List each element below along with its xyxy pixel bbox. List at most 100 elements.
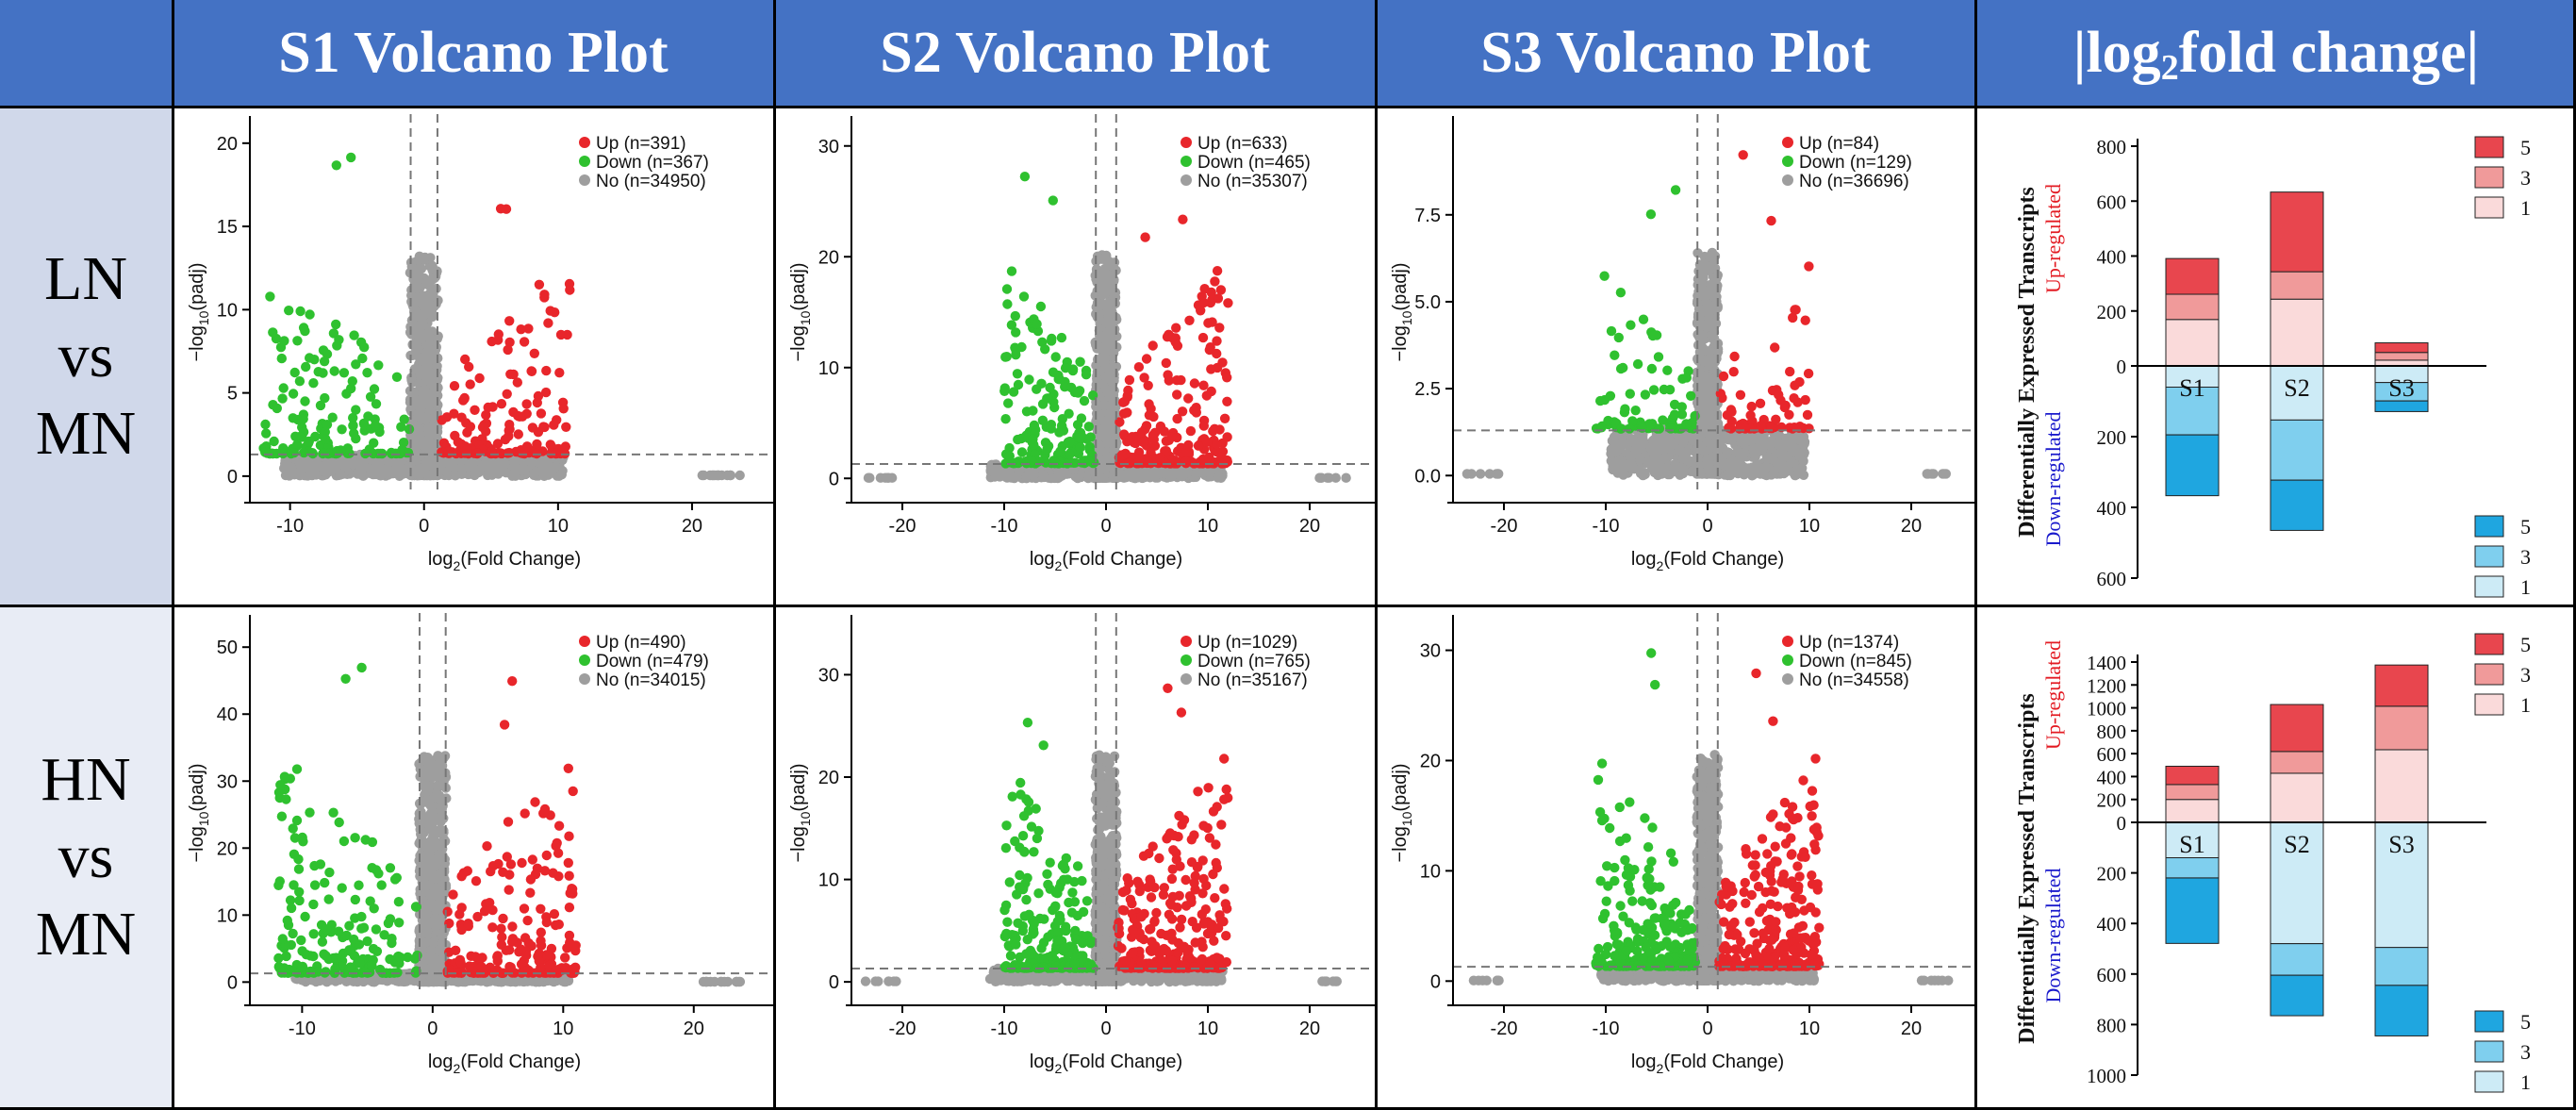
down-point [362,368,372,378]
x-tick-label: -10 [991,516,1018,537]
grid-line [773,0,776,1110]
up-point [1784,409,1794,420]
up-point [1800,315,1810,325]
down-point [301,361,311,373]
no-point [735,470,745,481]
down-point [1626,320,1636,330]
down-point [1640,389,1651,400]
up-point [545,439,555,450]
up-point [521,399,532,409]
no-point [1704,309,1714,321]
no-point [509,461,520,472]
x-axis-label: log2(Fold Change) [428,549,581,573]
up-point [1729,351,1740,362]
up-point [558,404,569,414]
down-point [1072,420,1083,430]
no-point [699,470,709,481]
down-point [1000,414,1011,424]
down-point [1006,266,1017,276]
down-point [360,448,371,459]
down-point [305,309,315,320]
down-point [403,447,414,458]
down-point [1627,416,1638,426]
up-point [1197,332,1209,343]
up-point [533,427,544,438]
no-point [384,457,394,468]
no-point [1182,467,1193,477]
x-tick-label: 10 [1197,516,1218,537]
no-point [1475,469,1486,479]
no-point [1153,469,1164,479]
down-point [260,447,271,457]
no-point [1679,452,1690,463]
legend-dot [1181,156,1192,167]
down-point [331,319,341,330]
down-point [1001,352,1012,362]
down-point [1046,420,1057,430]
down-point [337,424,347,435]
down-point [373,360,384,371]
up-point [1118,408,1130,419]
down-point [1029,439,1039,450]
no-point [1797,463,1808,473]
no-point [1105,370,1116,380]
down-point [1019,172,1031,182]
up-point [1791,305,1801,315]
no-point [480,459,490,470]
up-point [1172,413,1182,424]
up-point [1171,375,1182,386]
up-point [443,446,454,456]
no-point [422,399,434,410]
no-point [1100,384,1111,394]
up-point [502,389,512,399]
down-point [321,434,331,444]
up-point [550,307,560,318]
up-point [464,361,474,373]
no-point [1711,466,1722,476]
down-point [1610,350,1620,360]
no-point [307,469,318,479]
legend-label: Down (n=129) [1799,153,1912,173]
no-point [1939,469,1950,479]
up-point [1223,298,1233,308]
up-point [1143,456,1153,467]
no-point [1717,434,1728,444]
up-point [1206,364,1216,374]
down-point [1040,344,1050,355]
x-tick-label: -10 [1593,516,1620,537]
no-point [1656,443,1667,455]
no-point [1677,437,1689,448]
no-point [1781,451,1792,461]
no-point [412,280,422,290]
up-point [1139,373,1149,383]
no-point [1778,468,1790,479]
grid-line [0,605,2576,607]
up-point [1184,315,1195,325]
down-point [336,445,346,456]
down-point [1050,352,1061,362]
no-point [406,457,417,468]
no-point [456,469,467,479]
up-point [551,448,561,459]
down-point [1004,451,1015,461]
up-point [1148,430,1158,440]
up-point [564,278,575,290]
y-axis-label: −log10(padj) [788,262,813,361]
down-point [1001,284,1013,294]
no-point [468,462,479,472]
up-point [449,381,460,391]
no-point [428,470,439,480]
no-point [1106,306,1116,317]
legend-label: Up (n=84) [1799,134,1879,154]
up-point [1138,437,1148,448]
down-point [1013,434,1023,445]
no-point [865,472,875,483]
up-point [1756,421,1766,431]
no-point [1622,439,1632,450]
down-point [261,428,272,439]
no-point [427,310,438,322]
down-point [322,420,333,430]
down-point [1013,379,1024,390]
